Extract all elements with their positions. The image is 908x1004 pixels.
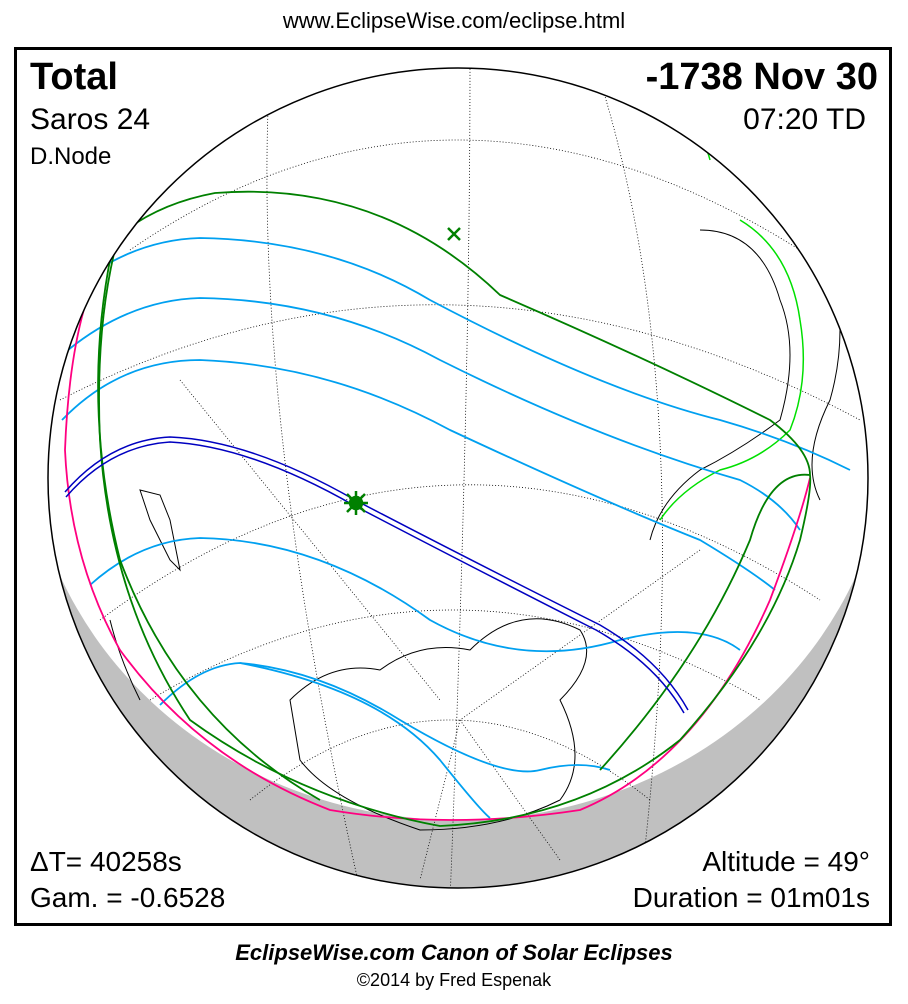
- copyright: ©2014 by Fred Espenak: [356, 970, 552, 990]
- gamma: Gam. = -0.6528: [30, 882, 226, 913]
- node: D.Node: [30, 143, 112, 170]
- eclipse-time: 07:20 TD: [743, 103, 866, 136]
- delta-t: ΔT= 40258s: [30, 846, 182, 877]
- rise-set-curve: [64, 254, 811, 821]
- eclipse-type: Total: [30, 56, 118, 98]
- saros-number: Saros 24: [30, 103, 151, 136]
- eclipse-date: -1738 Nov 30: [645, 56, 878, 98]
- globe-outline: [47, 67, 869, 889]
- graticule: [59, 68, 861, 888]
- source-url: www.EclipseWise.com/eclipse.html: [282, 8, 626, 33]
- day-side: [48, 68, 868, 820]
- star-icon: [344, 491, 368, 515]
- canon-title: EclipseWise.com Canon of Solar Eclipses: [235, 940, 673, 965]
- duration: Duration = 01m01s: [632, 882, 870, 913]
- penumbral-lines: [61, 237, 851, 819]
- map-frame: [14, 47, 892, 926]
- altitude: Altitude = 49°: [702, 846, 870, 877]
- x-icon: [447, 227, 461, 241]
- outer-limits: [97, 190, 812, 827]
